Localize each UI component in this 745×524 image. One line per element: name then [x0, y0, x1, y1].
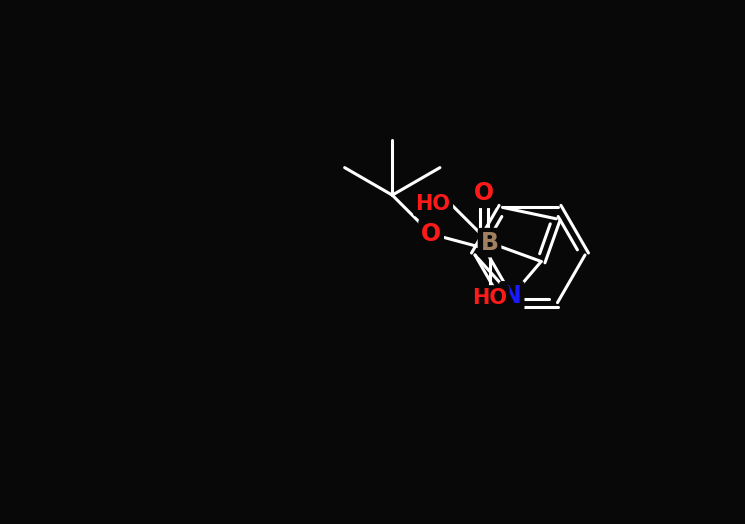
Text: B: B	[481, 231, 498, 255]
Text: HO: HO	[416, 194, 451, 214]
Text: HO: HO	[472, 288, 507, 308]
Text: O: O	[421, 222, 441, 246]
Text: O: O	[475, 181, 495, 205]
Text: N: N	[502, 284, 522, 308]
